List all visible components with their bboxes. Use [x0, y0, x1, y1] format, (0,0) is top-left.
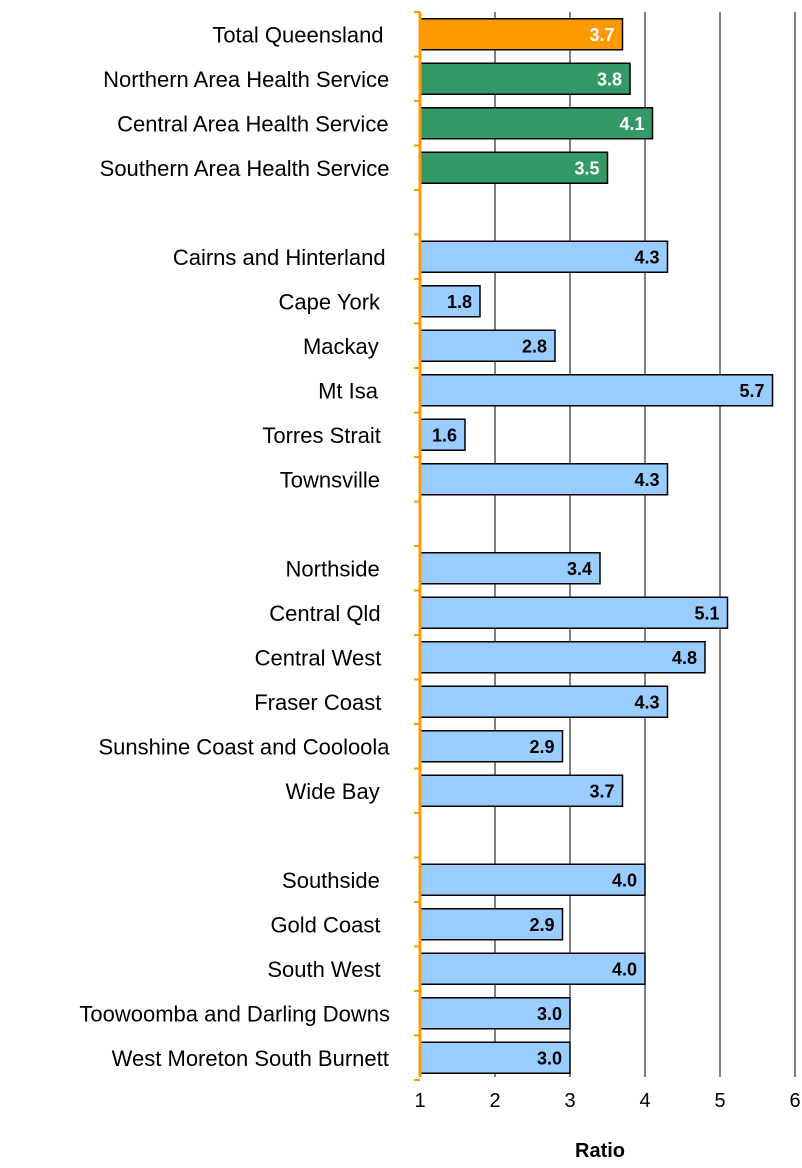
x-tick-label: 6 [789, 1090, 800, 1112]
bar-townsville [419, 463, 669, 496]
category-label: Central Qld [269, 601, 380, 626]
bar-northern-area-health-service [419, 62, 631, 95]
category-label: Mt Isa [318, 378, 379, 403]
category-label: Central West [255, 645, 382, 670]
value-label: 5.1 [694, 603, 719, 623]
bar-fraser-coast [419, 685, 669, 718]
category-label: Northern Area Health Service [103, 67, 389, 92]
value-label: 3.4 [567, 559, 592, 579]
bar-cairns-and-hinterland [419, 240, 669, 273]
bar-gold-coast [419, 908, 564, 941]
value-label: 3.7 [589, 25, 614, 45]
value-label: 4.3 [634, 470, 659, 490]
bar-cape-york [419, 285, 481, 318]
x-tick-label: 4 [639, 1090, 650, 1112]
x-tick-labels: 1 2 3 4 5 6 [414, 1090, 800, 1112]
value-label: 3.7 [589, 781, 614, 801]
value-label: 4.0 [612, 959, 637, 979]
category-label: Cairns and Hinterland [173, 245, 386, 270]
value-label: 2.8 [522, 336, 547, 356]
category-label: Fraser Coast [254, 690, 381, 715]
category-label: Gold Coast [270, 912, 380, 937]
category-label: Torres Strait [262, 423, 381, 448]
category-label: Cape York [279, 289, 382, 314]
value-label: 1.8 [447, 292, 472, 312]
bar-central-qld [419, 596, 729, 629]
value-label: 3.5 [574, 158, 599, 178]
category-label: Wide Bay [286, 779, 380, 804]
value-label: 4.8 [672, 648, 697, 668]
bars: 3.7 3.8 4.1 3.5 4.3 1.8 2.8 5.7 1.6 4.3 3.4 5.1 4.8 4… [419, 18, 774, 1074]
gridlines [494, 12, 796, 1077]
value-label: 4.3 [634, 692, 659, 712]
bar-central-area-health-service [419, 107, 654, 140]
x-tick-label: 5 [714, 1090, 725, 1112]
category-label: West Moreton South Burnett [112, 1046, 389, 1071]
value-label: 2.9 [529, 737, 554, 757]
category-labels: Total Queensland Northern Area Health Ser… [79, 22, 390, 1071]
category-label: Mackay [303, 334, 379, 359]
category-label: Northside [286, 556, 380, 581]
category-label: Southside [282, 868, 380, 893]
value-label: 3.8 [597, 69, 622, 89]
bar-southside [419, 863, 646, 896]
bar-mt-isa [419, 374, 774, 407]
value-label: 3.0 [537, 1004, 562, 1024]
x-axis-title: Ratio [575, 1140, 625, 1162]
x-tick-label: 1 [414, 1090, 425, 1112]
value-label: 4.1 [619, 114, 644, 134]
bar-toowoomba-and-darling-downs [419, 997, 571, 1030]
category-label: South West [267, 957, 380, 982]
bar-west-moreton-south-burnett [419, 1041, 571, 1074]
value-label: 1.6 [432, 425, 457, 445]
value-label: 5.7 [739, 381, 764, 401]
x-tick-label: 3 [564, 1090, 575, 1112]
x-tick-label: 2 [489, 1090, 500, 1112]
category-label: Total Queensland [212, 22, 383, 47]
value-label: 4.0 [612, 870, 637, 890]
bar-mackay [419, 329, 556, 362]
category-label: Sunshine Coast and Cooloola [98, 734, 390, 759]
category-label: Toowoomba and Darling Downs [79, 1001, 390, 1026]
value-label: 2.9 [529, 915, 554, 935]
bar-central-west [419, 641, 706, 674]
value-label: 4.3 [634, 247, 659, 267]
bar-south-west [419, 952, 646, 985]
bar-total-queensland [419, 18, 624, 51]
category-label: Central Area Health Service [117, 111, 388, 136]
category-label: Townsville [280, 467, 380, 492]
value-label: 3.0 [537, 1048, 562, 1068]
category-label: Southern Area Health Service [100, 156, 390, 181]
y-axis [414, 11, 422, 1081]
